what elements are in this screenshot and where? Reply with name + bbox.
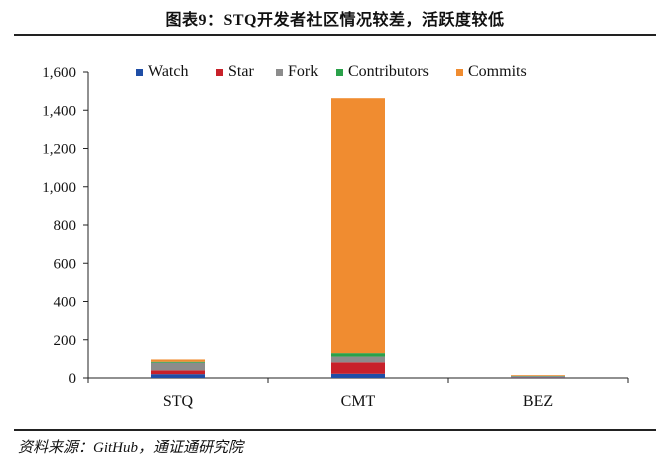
x-tick-label: STQ <box>163 393 194 410</box>
legend-label-commits: Commits <box>468 63 527 80</box>
bar-fork-cmt <box>331 356 385 363</box>
legend-swatch-star <box>216 69 223 76</box>
y-tick-label: 600 <box>54 256 77 272</box>
title-rule <box>14 34 656 36</box>
legend: Watch Star Fork Contributors Commits <box>136 63 527 80</box>
y-tick-label: 1,200 <box>42 142 76 158</box>
bar-commits-stq <box>151 359 205 362</box>
bar-star-stq <box>151 370 205 375</box>
source-note: 资料来源：GitHub，通证通研究院 <box>18 440 244 456</box>
bar-commits-cmt <box>331 98 385 354</box>
y-tick-label: 800 <box>54 218 77 234</box>
legend-swatch-watch <box>136 69 143 76</box>
chart-title: 图表9：STQ开发者社区情况较差，活跃度较低 <box>165 12 505 29</box>
bar-contributors-cmt <box>331 353 385 357</box>
legend-label-watch: Watch <box>148 63 188 80</box>
x-tick-label: CMT <box>341 393 376 410</box>
legend-swatch-contributors <box>336 69 343 76</box>
legend-label-star: Star <box>228 63 254 80</box>
x-tick-label: BEZ <box>523 393 553 410</box>
y-tick-label: 400 <box>54 295 77 311</box>
legend-swatch-fork <box>276 69 283 76</box>
source-rule <box>14 429 656 431</box>
y-tick-label: 0 <box>69 371 77 387</box>
bar-star-cmt <box>331 362 385 374</box>
bar-watch-stq <box>151 374 205 378</box>
legend-label-contributors: Contributors <box>348 63 429 80</box>
bar-fork-stq <box>151 362 205 371</box>
y-tick-label: 200 <box>54 333 77 349</box>
bar-watch-cmt <box>331 373 385 378</box>
stacked-bar-chart: 0 200 400 600 800 1,000 1,200 1,400 1,600 STQ CMT… <box>42 63 629 410</box>
legend-label-fork: Fork <box>288 63 318 80</box>
bars <box>151 98 565 378</box>
y-tick-label: 1,400 <box>42 103 76 119</box>
y-tick-label: 1,000 <box>42 180 76 196</box>
bar-fork-bez <box>511 376 565 378</box>
y-axis: 0 200 400 600 800 1,000 1,200 1,400 1,600 <box>42 65 89 387</box>
bar-commits-bez <box>511 375 565 376</box>
bar-contributors-stq <box>151 361 205 363</box>
x-axis: STQ CMT BEZ <box>87 377 629 410</box>
y-tick-label: 1,600 <box>42 65 76 81</box>
legend-swatch-commits <box>456 69 463 76</box>
